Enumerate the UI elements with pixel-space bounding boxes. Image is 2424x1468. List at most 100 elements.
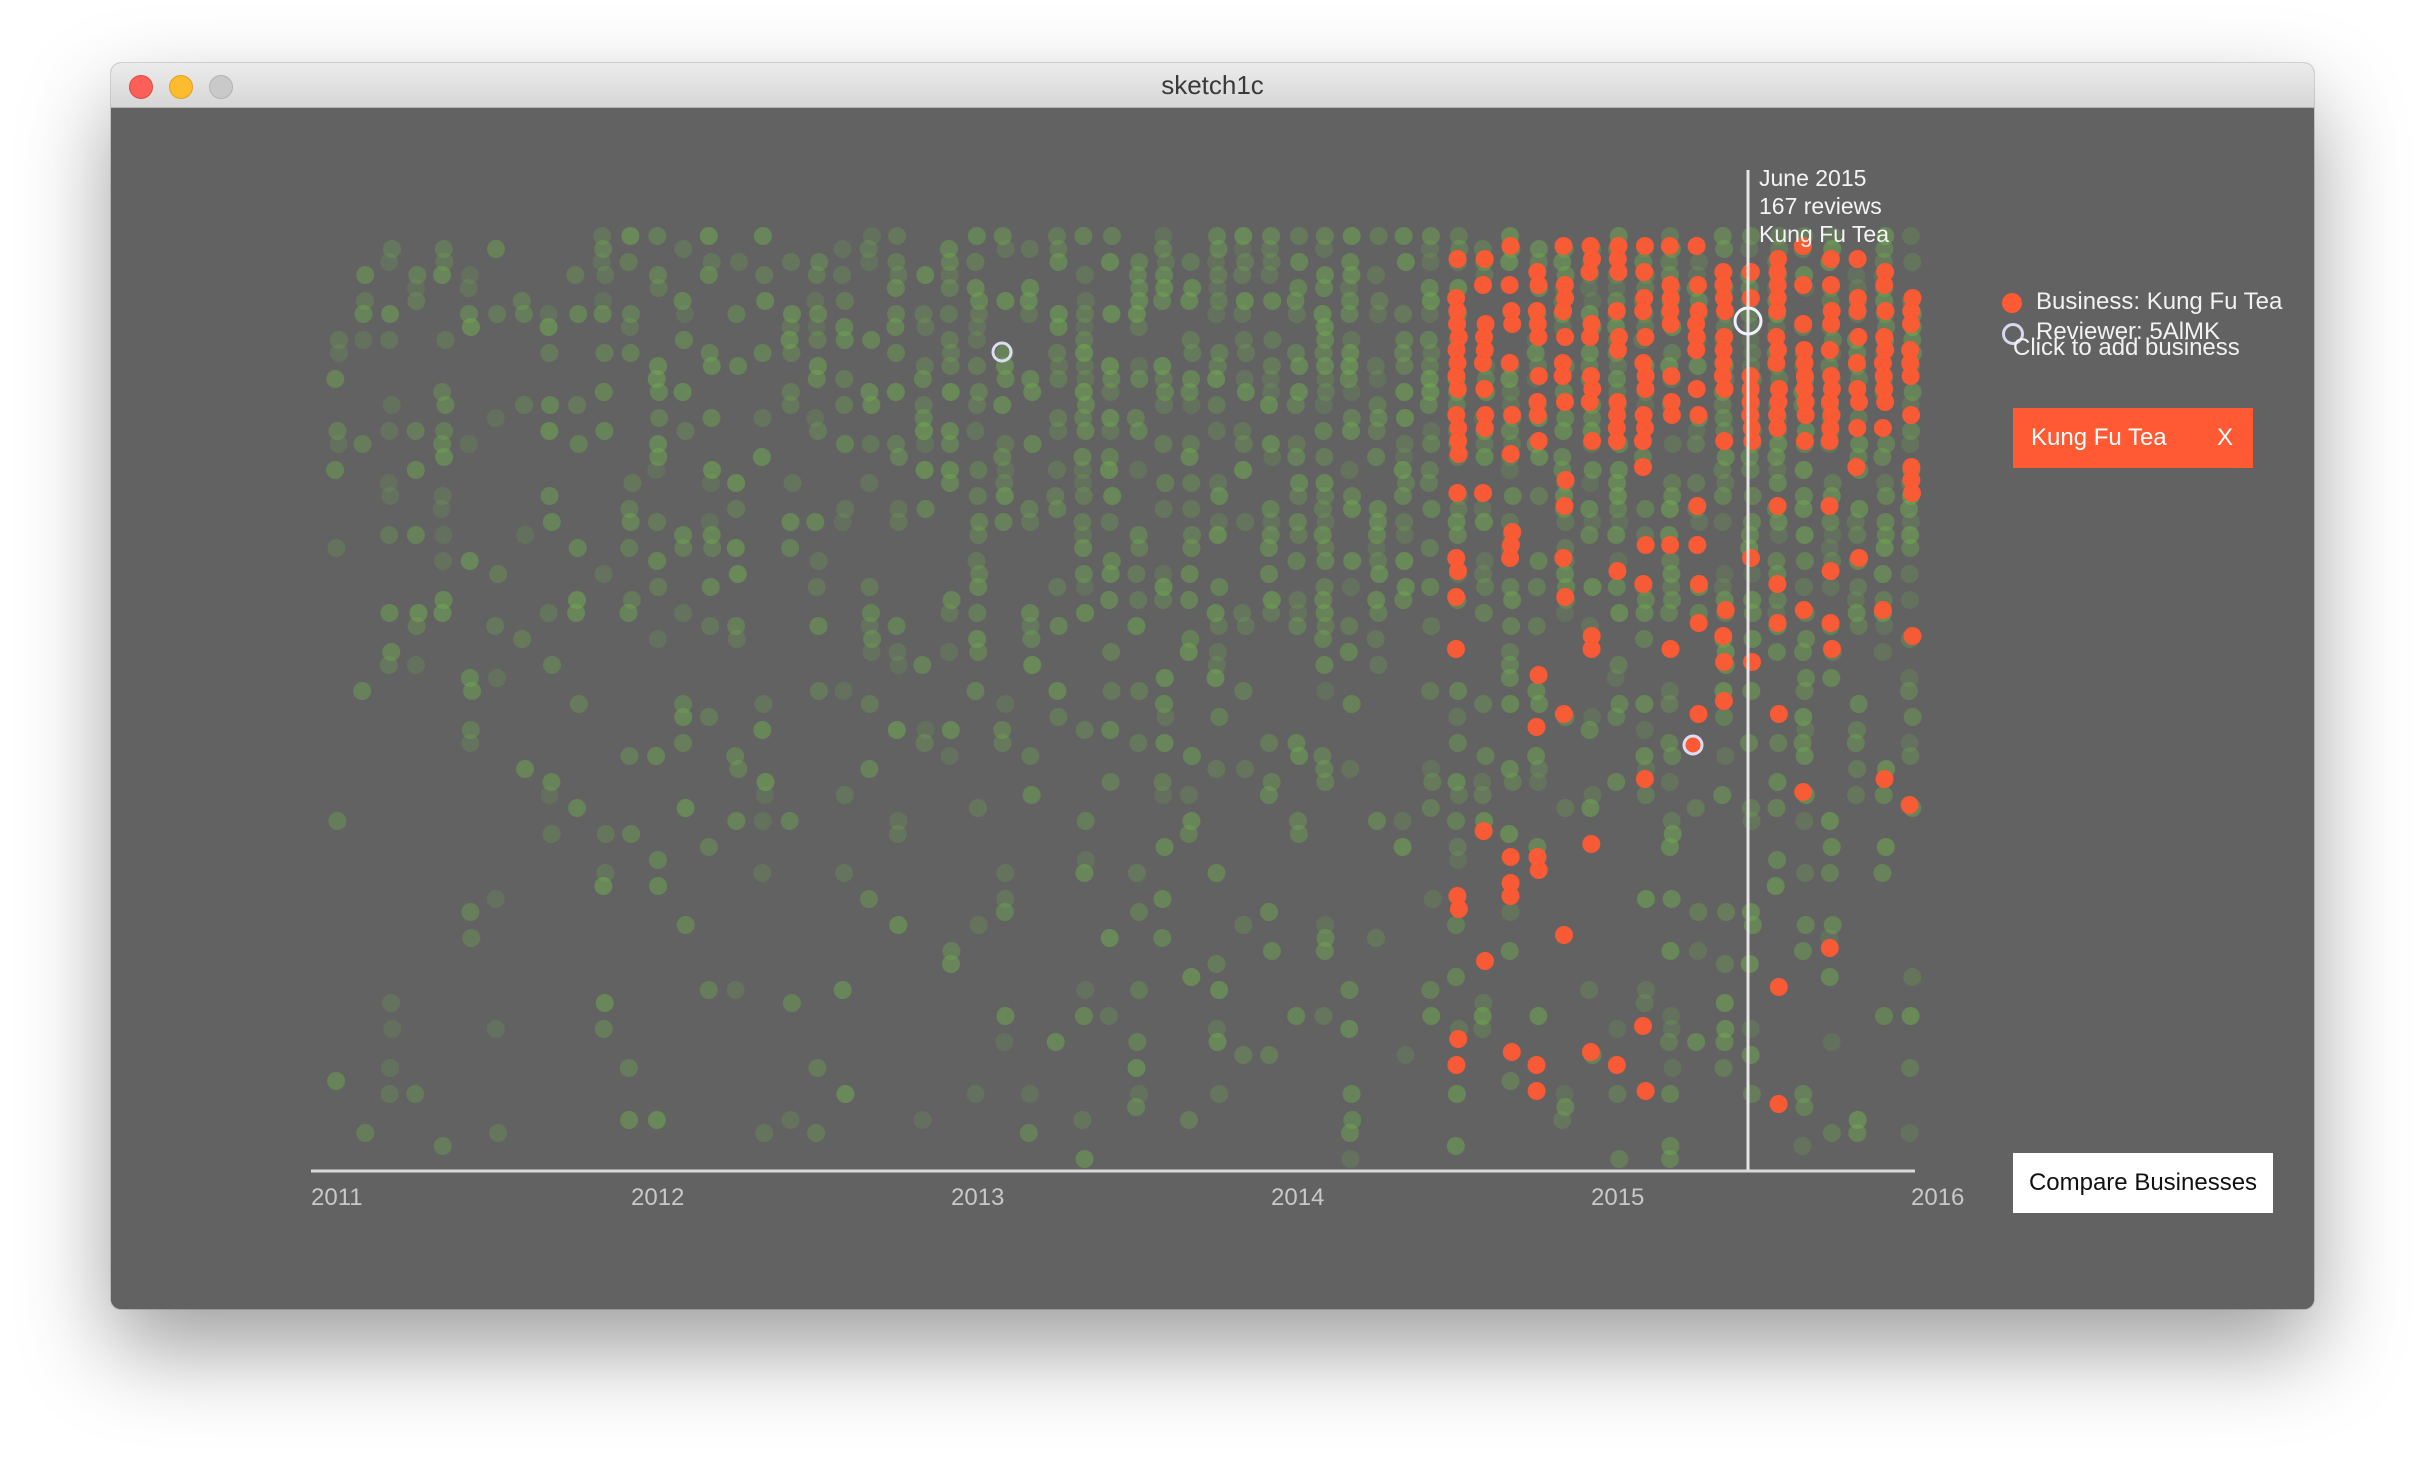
business-review-dot[interactable] <box>1661 536 1680 554</box>
business-review-dot[interactable] <box>1768 575 1787 593</box>
business-review-dot[interactable] <box>1662 406 1681 424</box>
business-review-dot[interactable] <box>1876 263 1895 281</box>
business-review-dot[interactable] <box>1741 380 1760 398</box>
business-review-dot[interactable] <box>1822 302 1841 320</box>
business-review-dot[interactable] <box>1795 341 1814 359</box>
business-review-dot[interactable] <box>1902 315 1920 333</box>
business-review-dot[interactable] <box>1582 315 1601 333</box>
business-review-dot[interactable] <box>1635 289 1654 307</box>
business-review-dot[interactable] <box>1501 445 1520 463</box>
business-review-dot[interactable] <box>1795 380 1814 398</box>
business-review-dot[interactable] <box>1796 393 1815 411</box>
business-review-dot[interactable] <box>1582 367 1600 385</box>
business-review-dot[interactable] <box>1447 588 1466 606</box>
business-review-dot[interactable] <box>1554 705 1573 723</box>
business-review-dot[interactable] <box>1529 367 1548 385</box>
business-review-dot[interactable] <box>1903 289 1922 307</box>
business-review-dot[interactable] <box>1582 640 1601 658</box>
business-review-dot[interactable] <box>1527 1082 1546 1100</box>
business-review-dot[interactable] <box>1581 1043 1600 1061</box>
business-review-dot[interactable] <box>1689 705 1708 723</box>
business-review-dot[interactable] <box>1900 796 1919 814</box>
business-review-dot[interactable] <box>1448 484 1467 502</box>
business-review-dot[interactable] <box>1447 289 1466 307</box>
business-review-dot[interactable] <box>1555 497 1574 515</box>
business-review-dot[interactable] <box>1687 380 1706 398</box>
business-review-dot[interactable] <box>1447 1056 1466 1074</box>
business-review-dot[interactable] <box>1501 874 1520 892</box>
business-review-dot[interactable] <box>1580 263 1599 281</box>
business-review-dot[interactable] <box>1903 484 1921 502</box>
business-review-dot[interactable] <box>1448 250 1467 268</box>
business-review-dot[interactable] <box>1447 341 1466 359</box>
business-review-dot[interactable] <box>1714 692 1733 710</box>
business-review-dot[interactable] <box>1554 237 1573 255</box>
business-review-dot[interactable] <box>1714 276 1733 294</box>
business-review-dot[interactable] <box>1528 393 1547 411</box>
business-review-dot[interactable] <box>1528 263 1547 281</box>
business-review-dot[interactable] <box>1554 302 1573 320</box>
business-review-dot[interactable] <box>1873 601 1892 619</box>
business-review-dot[interactable] <box>1556 588 1575 606</box>
business-review-dot[interactable] <box>1768 419 1787 437</box>
business-review-dot[interactable] <box>1635 770 1654 788</box>
business-review-dot[interactable] <box>1500 354 1519 372</box>
business-review-dot[interactable] <box>1687 315 1706 333</box>
business-review-dot[interactable] <box>1608 432 1626 450</box>
business-review-dot[interactable] <box>1636 1082 1655 1100</box>
business-review-dot[interactable] <box>1553 354 1572 372</box>
business-review-dot[interactable] <box>1769 393 1788 411</box>
business-review-dot[interactable] <box>1822 315 1841 333</box>
business-review-dot[interactable] <box>1528 406 1547 424</box>
business-review-dot[interactable] <box>1661 315 1680 333</box>
business-review-dot[interactable] <box>1662 367 1681 385</box>
business-review-dot[interactable] <box>1554 549 1573 567</box>
business-review-dot[interactable] <box>1848 302 1867 320</box>
review-timeline-plot[interactable]: 2011 2012 2013 2014 2015 2016 <box>111 108 2314 1309</box>
business-review-dot[interactable] <box>1608 562 1627 580</box>
business-review-dot[interactable] <box>1875 380 1894 398</box>
business-review-dot[interactable] <box>1447 640 1465 658</box>
business-review-dot[interactable] <box>1848 250 1867 268</box>
business-review-dot[interactable] <box>1608 250 1627 268</box>
business-review-dot[interactable] <box>1607 302 1626 320</box>
business-review-dot[interactable] <box>1768 276 1787 294</box>
business-review-dot[interactable] <box>1714 354 1733 372</box>
business-review-dot[interactable] <box>1610 328 1628 346</box>
business-review-dot[interactable] <box>1636 367 1655 385</box>
business-review-dot[interactable] <box>1795 432 1814 450</box>
business-review-dot[interactable] <box>1849 328 1868 346</box>
business-review-dot[interactable] <box>1769 978 1788 996</box>
business-review-dot[interactable] <box>1769 250 1788 268</box>
business-review-dot[interactable] <box>1687 341 1706 359</box>
business-review-dot[interactable] <box>1476 315 1495 333</box>
business-review-dot[interactable] <box>1769 1095 1788 1113</box>
business-review-dot[interactable] <box>1714 263 1733 281</box>
business-review-dot[interactable] <box>1847 354 1866 372</box>
business-review-dot[interactable] <box>1473 354 1492 372</box>
business-review-dot[interactable] <box>1608 341 1627 359</box>
business-review-dot[interactable] <box>1636 380 1655 398</box>
business-review-dot[interactable] <box>1687 237 1706 255</box>
business-review-dot[interactable] <box>1634 575 1653 593</box>
business-review-dot[interactable] <box>1715 653 1733 671</box>
business-review-dot[interactable] <box>1741 367 1760 385</box>
business-review-dot[interactable] <box>1607 419 1626 437</box>
business-review-dot[interactable] <box>1581 237 1600 255</box>
business-review-dot[interactable] <box>1609 237 1628 255</box>
business-review-dot[interactable] <box>1556 471 1575 489</box>
business-review-dot[interactable] <box>1501 549 1520 567</box>
business-review-dot[interactable] <box>1795 354 1814 372</box>
business-review-dot[interactable] <box>1689 276 1707 294</box>
business-review-dot[interactable] <box>1528 315 1547 333</box>
business-review-dot[interactable] <box>1661 302 1680 320</box>
business-review-dot[interactable] <box>1634 458 1652 476</box>
business-review-dot[interactable] <box>1901 354 1920 372</box>
business-review-dot[interactable] <box>1474 276 1492 294</box>
business-review-dot[interactable] <box>1662 393 1681 411</box>
business-review-dot[interactable] <box>1714 341 1733 359</box>
business-review-dot[interactable] <box>1580 393 1599 411</box>
reviewer-review-point[interactable] <box>1682 734 1704 756</box>
business-review-dot[interactable] <box>1449 562 1467 580</box>
business-review-dot[interactable] <box>1474 822 1493 840</box>
